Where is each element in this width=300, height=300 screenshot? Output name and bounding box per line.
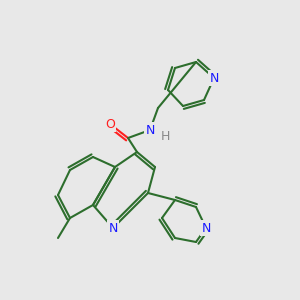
Text: H: H xyxy=(160,130,170,142)
Text: N: N xyxy=(209,71,219,85)
Text: N: N xyxy=(108,221,118,235)
Text: O: O xyxy=(105,118,115,130)
Text: N: N xyxy=(145,124,155,136)
Text: N: N xyxy=(201,221,211,235)
